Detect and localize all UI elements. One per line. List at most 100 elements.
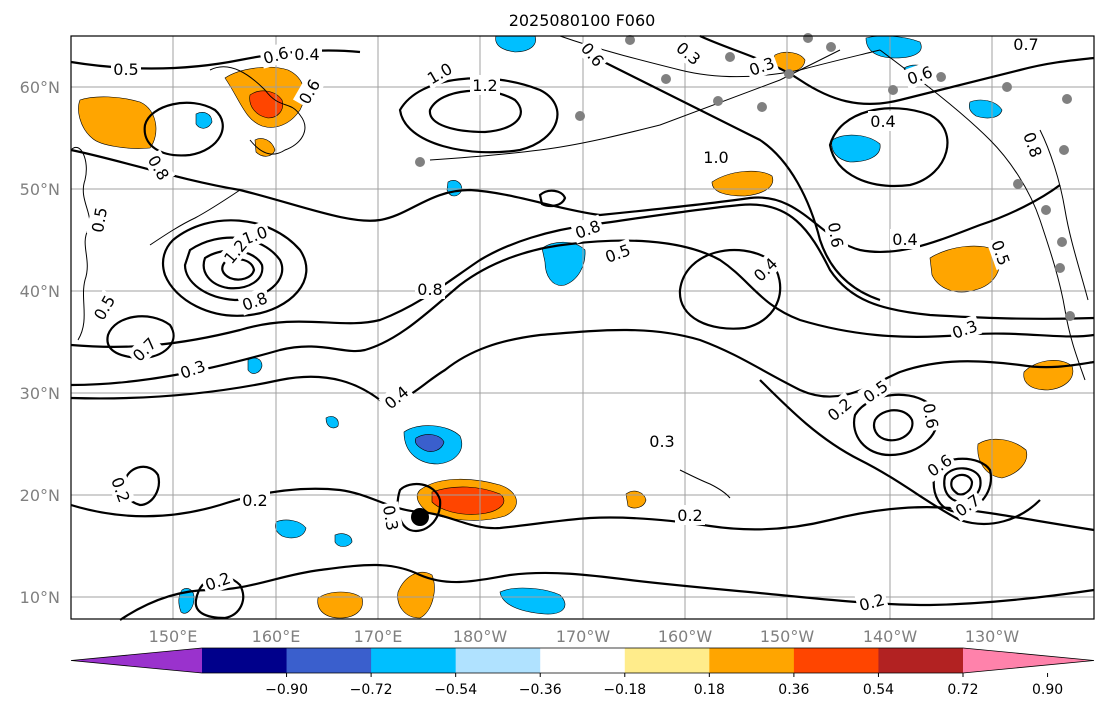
contour-line [599, 59, 881, 302]
contour-label-bg [142, 149, 176, 186]
colorbar-segment [371, 648, 457, 673]
lon-label: 150°E [149, 627, 198, 646]
contour-line [119, 563, 1095, 621]
contour-label-bg [747, 251, 783, 287]
station-marker [575, 111, 585, 121]
contour-label: 0.8 [417, 280, 442, 299]
contour-line [143, 101, 224, 157]
contour-label-bg [292, 44, 322, 64]
contour-label-bg [378, 501, 404, 535]
station-marker [826, 42, 836, 52]
contour-line [872, 409, 914, 442]
colorbar-segment [793, 648, 879, 673]
contour-label-bg [378, 379, 415, 415]
negative-anomaly-region [499, 587, 566, 615]
contour-label: 0.4 [294, 45, 319, 64]
lon-label: 170°W [556, 627, 611, 646]
contour-label-bg [823, 218, 849, 252]
contour-label-bg [701, 147, 731, 167]
colorbar-tick-label: 0.90 [1032, 682, 1063, 698]
station-marker [1062, 94, 1072, 104]
coastline-north-america [879, 49, 1086, 381]
contour-label-bg [647, 431, 677, 451]
contour-line [70, 328, 1095, 404]
figure-title: 2025080100 F060 [509, 11, 656, 30]
station-marker [725, 52, 735, 62]
colorbar-segment [540, 648, 626, 673]
station-marker [784, 69, 794, 79]
positive-anomaly-region [254, 138, 276, 157]
colorbar-segment [286, 648, 372, 673]
station-marker [1002, 82, 1012, 92]
lon-label: 130°W [965, 627, 1020, 646]
colorbar-tick-label: 0.18 [694, 682, 725, 698]
station-marker [888, 85, 898, 95]
lon-label: 160°E [252, 627, 301, 646]
contour-label-bg [1011, 34, 1041, 54]
lat-label: 40°N [20, 282, 60, 301]
negative-anomaly-region [831, 134, 881, 163]
lat-label: 20°N [20, 486, 60, 505]
contour-label-bg [921, 448, 958, 482]
lat-label: 10°N [20, 588, 60, 607]
contour-label-bg [217, 233, 253, 270]
contour-label-bg [258, 41, 293, 69]
contour-label-bg [87, 289, 121, 326]
station-marker [625, 35, 635, 45]
shaded-regions [78, 35, 1074, 619]
contour-label-bg [200, 566, 236, 596]
lon-label: 150°W [760, 627, 815, 646]
positive-anomaly-region [78, 96, 157, 149]
contour-label: 0.2 [242, 491, 267, 510]
lon-label: 170°E [354, 627, 403, 646]
contour-line [950, 473, 974, 496]
station-marker [415, 157, 425, 167]
contour-label: 0.2 [677, 506, 702, 525]
station-marker [713, 96, 723, 106]
positive-anomaly-region [929, 245, 1001, 293]
map-panel: 0.50.60.60.80.51.0 1.21.01.20.80.50.70.30… [70, 33, 1095, 621]
colorbar-tick-label: 0.54 [863, 682, 894, 698]
lon-label: 160°W [658, 627, 713, 646]
contour-label-bg [106, 472, 136, 508]
contour-label-bg [126, 331, 162, 367]
colorbar-tick-label: −0.54 [434, 682, 477, 698]
negative-anomaly-region [195, 112, 213, 129]
coastline-kurils [149, 189, 241, 246]
station-marker [1059, 145, 1069, 155]
coastline-alaska [559, 35, 881, 78]
negative-anomaly-region [325, 416, 339, 429]
colorbar-extend-min [71, 648, 202, 673]
storm-center-marker [411, 508, 429, 526]
station-marker [936, 72, 946, 82]
contour-label-bg [175, 354, 211, 384]
contour-label-bg [868, 111, 898, 131]
colorbar-segment [878, 648, 964, 673]
map-frame [70, 35, 1095, 620]
coastline-kamchatka [209, 66, 306, 155]
contour-label-bg [744, 51, 780, 81]
station-marker [757, 102, 767, 112]
contour-label-bg [570, 214, 606, 244]
positive-anomaly-region [711, 170, 774, 197]
contour-label-bg [237, 286, 273, 316]
contour-label-bg [415, 279, 445, 299]
contour-label-bg [421, 56, 458, 90]
contour-label: 0.5 [88, 206, 111, 234]
contour-label-bg [670, 35, 707, 71]
station-marker [661, 74, 671, 84]
contour-label: 0.3 [649, 432, 674, 451]
lat-label: 60°N [20, 78, 60, 97]
contour-label: 0.4 [870, 112, 895, 131]
contour-line [932, 457, 993, 514]
station-marker [1057, 237, 1067, 247]
contour-label: 0.6 [824, 221, 847, 249]
contour-label: 1.2 [472, 76, 497, 95]
lat-label: 30°N [20, 384, 60, 403]
contour-label-bg [854, 588, 889, 616]
contour-label: 1.0 [703, 148, 728, 167]
station-marker [1013, 179, 1023, 189]
negative-anomaly-region [541, 241, 586, 286]
colorbar-tick-label: −0.18 [603, 682, 646, 698]
contour-line [428, 89, 522, 134]
